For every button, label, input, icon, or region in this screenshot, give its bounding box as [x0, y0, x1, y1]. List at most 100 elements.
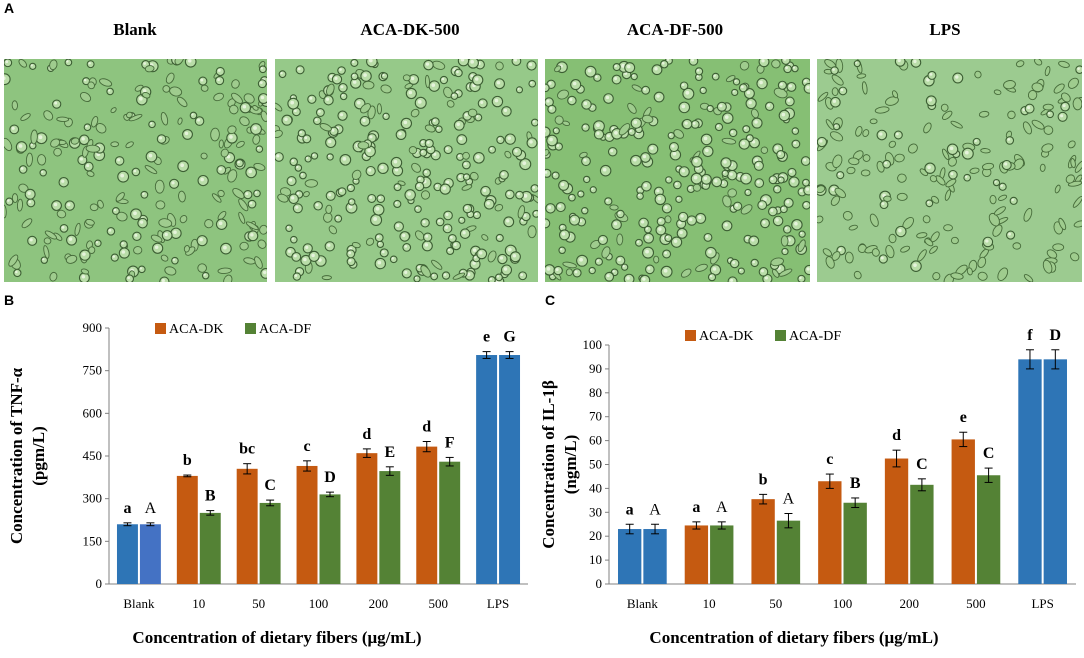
bar-aca-dk-lps [1018, 359, 1042, 584]
bar-aca-dk-50 [236, 468, 258, 584]
significance-letter: d [422, 418, 431, 435]
significance-letter: A [783, 490, 795, 507]
bar-aca-df-100 [843, 502, 867, 584]
x-tick-label: 10 [703, 596, 716, 611]
y-tick-label: 300 [83, 491, 103, 506]
legend-label: ACA-DK [169, 322, 223, 337]
significance-letter: D [1050, 327, 1062, 344]
legend-label: ACA-DF [259, 322, 311, 337]
x-tick-label: 200 [369, 596, 389, 611]
micrograph-image [545, 59, 810, 282]
significance-letter: A [716, 499, 728, 516]
y-axis-unit: (pgm/L) [29, 426, 48, 486]
bar-aca-df-500 [976, 475, 1001, 584]
micrograph-blank [4, 59, 267, 282]
bar-aca-dk-200 [356, 453, 378, 584]
y-tick-label: 30 [589, 504, 602, 519]
y-tick-label: 0 [596, 576, 603, 591]
bar-aca-df-200 [379, 471, 401, 584]
panel-label-a: A [4, 0, 15, 16]
chart-tnf-alpha: 0 150 300 450 600 750 900 a A Blank b B 10 bc C 50 cD 100… [7, 320, 528, 647]
significance-letter: a [626, 501, 634, 518]
micrograph-dk500 [275, 59, 538, 282]
y-tick-label: 750 [83, 363, 103, 378]
x-tick-label: 50 [252, 596, 265, 611]
y-tick-label: 20 [589, 528, 602, 543]
bar-aca-df-10 [710, 525, 734, 584]
significance-letter: bc [239, 441, 255, 458]
x-tick-label: 500 [966, 596, 986, 611]
significance-letter: B [205, 488, 216, 505]
bar-aca-dk-100 [818, 481, 842, 584]
y-tick-label: 40 [589, 480, 602, 495]
micrograph-image [275, 59, 538, 282]
significance-letter: b [183, 452, 192, 469]
y-tick-label: 100 [583, 337, 603, 352]
x-axis-title: Concentration of dietary fibers (μg/mL) [649, 628, 938, 647]
bar-aca-df-blank [139, 524, 161, 584]
bar-aca-df-500 [439, 461, 461, 584]
x-axis-title: Concentration of dietary fibers (μg/mL) [132, 628, 421, 647]
legend-swatch [775, 330, 786, 341]
micrograph-cells [545, 59, 810, 282]
bar-aca-dk-200 [884, 458, 909, 584]
significance-letter: F [445, 434, 455, 451]
y-tick-label: 80 [589, 385, 602, 400]
micrograph-title-blank: Blank [113, 20, 157, 39]
panel-label-b: B [4, 292, 15, 308]
y-tick-label: 60 [589, 433, 602, 448]
significance-letter: e [960, 409, 967, 426]
bar-aca-df-50 [259, 502, 281, 584]
y-axis-title: Concentration of TNF-α [7, 367, 26, 544]
significance-letter: G [503, 329, 516, 346]
x-tick-label: 50 [769, 596, 782, 611]
bar-aca-df-blank [643, 529, 667, 584]
legend-swatch [155, 323, 166, 334]
x-tick-label: Blank [627, 596, 659, 611]
significance-letter: c [826, 451, 833, 468]
bar-aca-df-lps [499, 355, 521, 584]
bar-aca-dk-10 [684, 525, 709, 584]
significance-letter: A [649, 501, 661, 518]
x-tick-label: 10 [192, 596, 205, 611]
significance-letter: E [384, 444, 395, 461]
significance-letter: e [483, 329, 490, 346]
micrograph-title-lps: LPS [929, 20, 961, 39]
micrograph-df500 [545, 59, 810, 282]
bar-aca-df-lps [1043, 359, 1067, 584]
x-tick-label: LPS [1031, 596, 1053, 611]
legend-swatch [245, 323, 256, 334]
bar-aca-dk-100 [296, 465, 318, 584]
significance-letter: b [759, 471, 768, 488]
significance-letter: a [692, 499, 700, 516]
legend: ACA-DK ACA-DF [155, 322, 311, 337]
y-tick-label: 70 [589, 409, 602, 424]
y-tick-label: 450 [83, 448, 103, 463]
significance-letter: C [916, 456, 928, 473]
micrograph-lps [817, 59, 1082, 282]
significance-letter: f [1027, 327, 1033, 344]
y-tick-label: 10 [589, 552, 602, 567]
micrograph-title-df500: ACA-DF-500 [626, 20, 724, 39]
x-tick-label: LPS [487, 596, 509, 611]
significance-letter: a [123, 500, 131, 517]
x-tick-label: 100 [309, 596, 329, 611]
significance-letter: d [362, 426, 371, 443]
bar-aca-dk-50 [751, 499, 775, 584]
bar-aca-dk-10 [176, 475, 198, 584]
significance-letter: c [303, 438, 310, 455]
significance-letter: D [324, 469, 336, 486]
y-tick-label: 600 [83, 405, 103, 420]
y-tick-label: 50 [589, 457, 602, 472]
bar-aca-dk-lps [476, 355, 498, 584]
y-tick-label: 90 [589, 361, 602, 376]
bar-aca-dk-500 [416, 446, 438, 584]
x-tick-label: 200 [899, 596, 919, 611]
significance-letter: B [850, 475, 861, 492]
legend: ACA-DK ACA-DF [685, 329, 841, 344]
significance-letter: d [892, 427, 901, 444]
y-tick-label: 900 [83, 320, 103, 335]
legend-label: ACA-DK [699, 329, 753, 344]
micrograph-image [4, 59, 267, 282]
